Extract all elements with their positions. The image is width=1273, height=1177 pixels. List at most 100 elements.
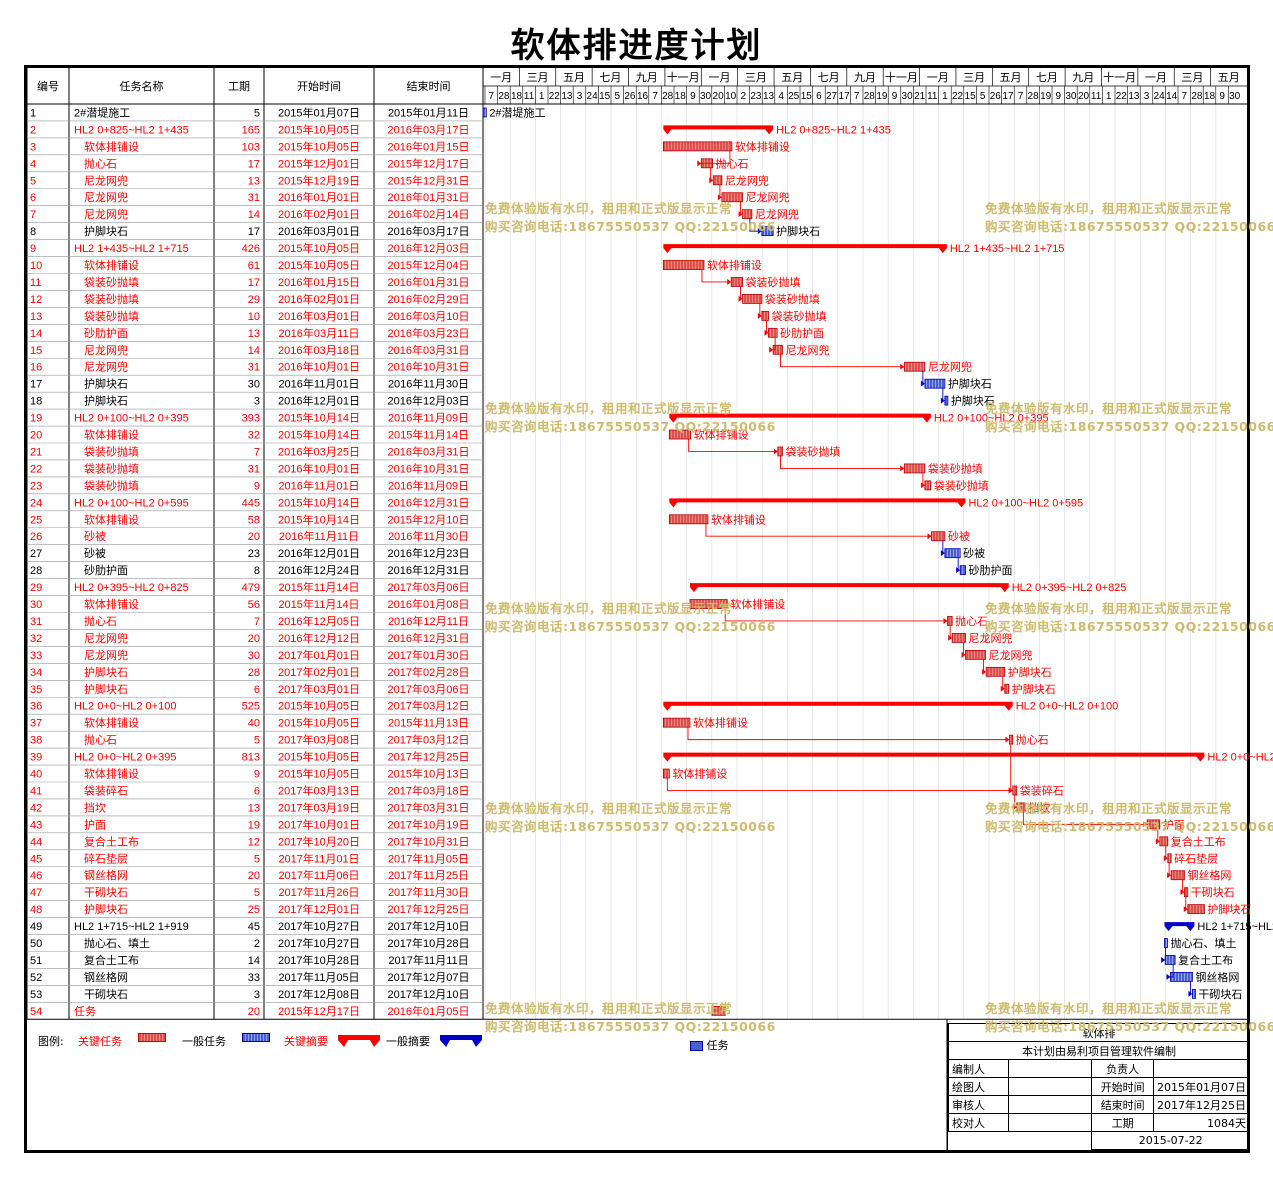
month-label: 七月 bbox=[1036, 71, 1058, 84]
row-duration: 8 bbox=[254, 565, 260, 577]
row-duration: 40 bbox=[248, 718, 260, 730]
row-end: 2016年03月23日 bbox=[388, 326, 470, 340]
row-duration: 20 bbox=[248, 1006, 260, 1018]
row-end: 2016年11月30日 bbox=[388, 529, 469, 543]
watermark-line1: 免费体验版有水印，租用和正式版显示正常 bbox=[485, 401, 733, 416]
bar-label: 护脚块石 bbox=[948, 377, 992, 391]
day-label: 7 bbox=[489, 91, 495, 102]
summary-bar bbox=[689, 583, 1009, 593]
bar-label: 干砌块石 bbox=[1191, 886, 1235, 899]
row-duration: 20 bbox=[248, 633, 260, 645]
row-id: 47 bbox=[30, 887, 42, 899]
row-start: 2017年11月01日 bbox=[278, 851, 359, 865]
watermark-line2: 购买咨询电话:18675550537 QQ:22150066 bbox=[485, 619, 776, 634]
row-id: 5 bbox=[30, 175, 36, 187]
row-start: 2015年10月05日 bbox=[278, 716, 360, 730]
info-end-label: 结束时间 bbox=[1091, 1095, 1154, 1114]
row-start: 2016年10月01日 bbox=[278, 461, 360, 475]
row-start: 2015年10月05日 bbox=[278, 767, 360, 781]
bar-label: 复合土工布 bbox=[1178, 953, 1233, 967]
bar-label: HL2 0+0~HL2 0+100 bbox=[1016, 701, 1118, 713]
row-end: 2016年02月29日 bbox=[388, 292, 470, 306]
month-label: 七月 bbox=[599, 71, 621, 84]
row-start: 2015年12月01日 bbox=[278, 156, 360, 170]
dependency-arrow bbox=[943, 617, 948, 624]
row-end: 2015年12月04日 bbox=[388, 258, 470, 272]
row-id: 25 bbox=[30, 514, 42, 526]
row-name: 抛心石 bbox=[84, 156, 117, 170]
row-name: 护脚块石 bbox=[84, 394, 128, 408]
legend-normal-task-swatch bbox=[242, 1033, 270, 1042]
row-id: 13 bbox=[30, 311, 42, 323]
row-start: 2017年11月26日 bbox=[278, 885, 359, 899]
dependency-arrow bbox=[738, 211, 743, 218]
row-duration: 393 bbox=[242, 413, 260, 425]
row-name: 碎石垫层 bbox=[84, 851, 128, 865]
row-end: 2017年03月06日 bbox=[388, 682, 470, 696]
bar-label: 软体排铺设 bbox=[693, 716, 748, 730]
row-end: 2017年11月30日 bbox=[388, 885, 469, 899]
bar-label: 尼龙网兜 bbox=[725, 173, 769, 187]
row-duration: 165 bbox=[242, 124, 260, 136]
row-name: 尼龙网兜 bbox=[84, 207, 128, 221]
header-end: 结束时间 bbox=[407, 80, 451, 93]
dependency-arrow bbox=[709, 177, 714, 184]
bar-label: 尼龙网兜 bbox=[928, 360, 972, 374]
task-bar bbox=[668, 429, 692, 440]
row-start: 2017年10月01日 bbox=[278, 817, 360, 831]
row-end: 2016年03月31日 bbox=[388, 444, 470, 458]
row-start: 2017年03月08日 bbox=[278, 733, 360, 747]
row-end: 2016年03月31日 bbox=[388, 343, 470, 357]
dependency-arrow bbox=[940, 550, 945, 557]
row-end: 2017年03月12日 bbox=[388, 733, 470, 747]
day-label: 9 bbox=[1056, 91, 1062, 102]
month-label: 五月 bbox=[781, 72, 803, 84]
legend-normal-task-label: 一般任务 bbox=[182, 1035, 226, 1048]
day-label: 20 bbox=[713, 91, 725, 102]
dependency-arrow bbox=[1183, 906, 1188, 913]
row-end: 2017年11月05日 bbox=[388, 851, 469, 865]
row-start: 2016年12月12日 bbox=[278, 631, 360, 645]
task-bar bbox=[951, 633, 966, 643]
dependency-arrow bbox=[948, 634, 953, 641]
month-label: 一月 bbox=[490, 72, 512, 84]
day-label: 3 bbox=[1144, 91, 1150, 102]
row-name: 复合土工布 bbox=[84, 834, 139, 848]
bar-label: 袋装砂抛填 bbox=[746, 275, 801, 289]
row-id: 49 bbox=[30, 921, 42, 933]
bar-label: HL2 1+715~HL2 1+919 bbox=[1197, 921, 1273, 933]
row-id: 20 bbox=[30, 430, 42, 442]
row-start: 2017年03月01日 bbox=[278, 682, 360, 696]
row-start: 2016年03月11日 bbox=[278, 326, 359, 340]
row-end: 2016年12月23日 bbox=[388, 546, 470, 560]
watermark-line2: 购买咨询电话:18675550537 QQ:22150066 bbox=[985, 1019, 1273, 1034]
row-start: 2016年01月15日 bbox=[278, 275, 360, 289]
day-label: 30 bbox=[1065, 91, 1077, 102]
day-label: 24 bbox=[587, 91, 599, 102]
info-start-value: 2015年01月07日 bbox=[1153, 1077, 1250, 1096]
row-duration: 20 bbox=[248, 531, 260, 543]
dependency-arrow bbox=[1166, 973, 1171, 980]
row-end: 2017年03月12日 bbox=[388, 699, 470, 713]
dependency-arrow bbox=[900, 363, 905, 370]
day-label: 4 bbox=[778, 91, 784, 102]
dependency-link bbox=[780, 455, 902, 469]
row-name: 软体排铺设 bbox=[84, 512, 139, 526]
watermark-line2: 购买咨询电话:18675550537 QQ:22150066 bbox=[985, 819, 1273, 834]
row-end: 2017年12月25日 bbox=[388, 750, 470, 764]
task-bar bbox=[662, 141, 733, 152]
row-name: 抛心石 bbox=[84, 614, 117, 628]
dependency-arrow bbox=[773, 448, 778, 455]
row-duration: 19 bbox=[248, 819, 260, 831]
row-id: 52 bbox=[30, 972, 42, 984]
dependency-link bbox=[780, 353, 902, 368]
task-bar bbox=[668, 514, 709, 525]
row-id: 53 bbox=[30, 989, 42, 1001]
task-bar bbox=[482, 107, 487, 118]
bar-label: 软体排铺设 bbox=[711, 512, 766, 526]
header-name: 任务名称 bbox=[120, 79, 164, 93]
row-end: 2016年11月30日 bbox=[388, 377, 469, 391]
task-bar bbox=[1159, 836, 1169, 847]
page-title: 软体排进度计划 bbox=[510, 26, 763, 66]
bar-label: 干砌块石 bbox=[1198, 988, 1242, 1001]
